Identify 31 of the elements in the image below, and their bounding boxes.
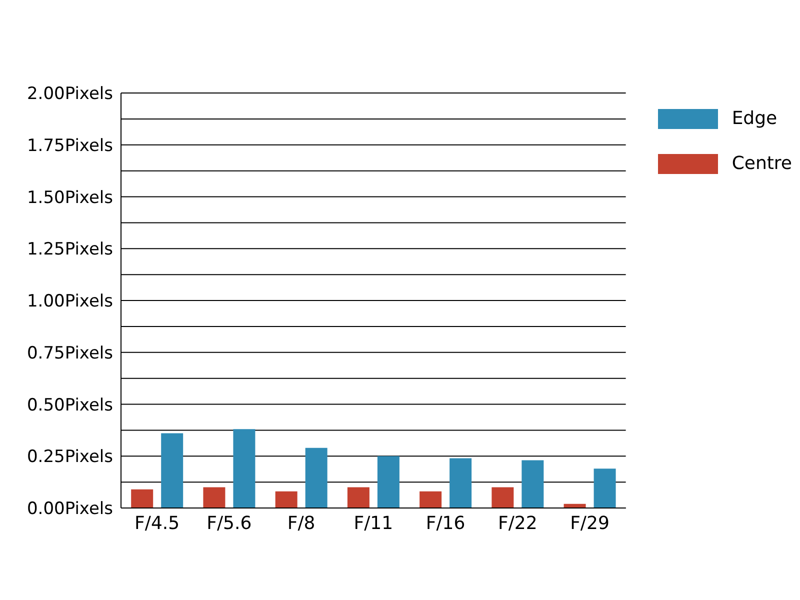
x-tick-label: F/29 (570, 512, 610, 534)
bar (161, 433, 184, 508)
y-tick-label: 2.00Pixels (26, 84, 114, 104)
bar (305, 448, 328, 508)
bar (420, 491, 442, 508)
x-tick-label: F/22 (498, 512, 538, 534)
y-tick-label: 1.25Pixels (26, 240, 114, 260)
y-tick-label: 1.50Pixels (26, 188, 114, 208)
legend-label: Edge (732, 108, 778, 129)
bar (275, 491, 298, 508)
bar (450, 458, 472, 508)
y-tick-label: 1.00Pixels (26, 292, 114, 312)
x-tick-label: F/5.6 (206, 512, 252, 534)
bar (131, 489, 154, 508)
y-tick-label: 0.75Pixels (26, 343, 114, 364)
bar (522, 460, 544, 508)
x-tick-label: F/4.5 (134, 512, 180, 534)
bar (492, 487, 514, 508)
bar (377, 456, 400, 508)
bar (347, 487, 370, 508)
x-tick-label: F/8 (287, 512, 316, 534)
bar (203, 487, 226, 508)
y-tick-label: 0.00Pixels (26, 499, 114, 520)
bar (233, 429, 256, 508)
legend-label: Centre (732, 153, 792, 174)
y-tick-label: 0.50Pixels (26, 395, 114, 416)
x-tick-label: F/11 (354, 512, 394, 534)
y-tick-label: 0.25Pixels (26, 447, 114, 468)
bar (594, 468, 616, 508)
x-tick-label: F/16 (426, 512, 466, 534)
y-tick-label: 1.75Pixels (26, 136, 114, 156)
